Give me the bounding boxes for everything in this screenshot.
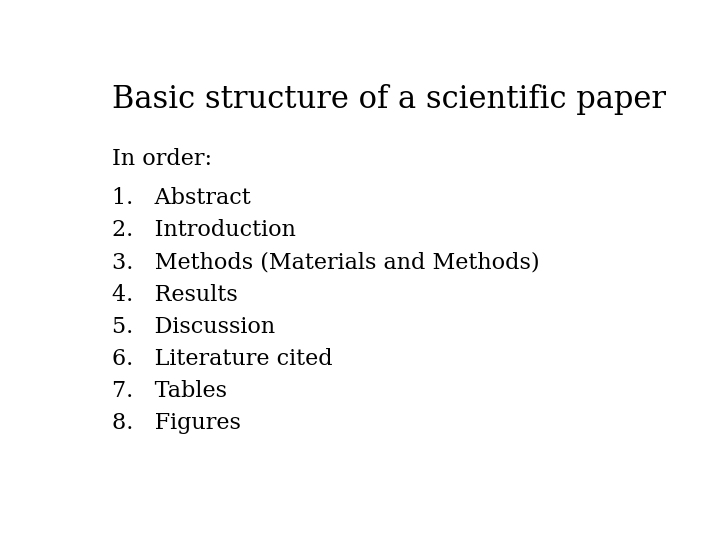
Text: Basic structure of a scientific paper: Basic structure of a scientific paper [112,84,666,114]
Text: 6.   Literature cited: 6. Literature cited [112,348,333,369]
Text: 4.   Results: 4. Results [112,284,238,306]
Text: 5.   Discussion: 5. Discussion [112,315,276,338]
Text: 3.   Methods (Materials and Methods): 3. Methods (Materials and Methods) [112,252,540,273]
Text: 7.   Tables: 7. Tables [112,380,228,402]
Text: 8.   Figures: 8. Figures [112,411,241,434]
Text: 1.   Abstract: 1. Abstract [112,187,251,210]
Text: 2.   Introduction: 2. Introduction [112,219,296,241]
Text: In order:: In order: [112,148,212,170]
